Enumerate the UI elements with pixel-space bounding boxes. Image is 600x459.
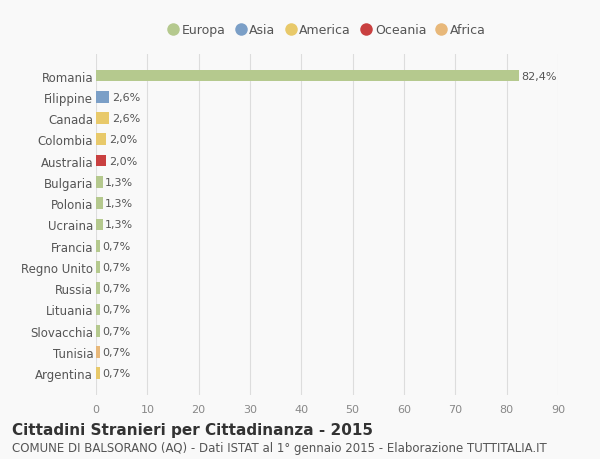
Bar: [96, 71, 519, 82]
Bar: [96, 262, 100, 273]
Text: 82,4%: 82,4%: [521, 71, 557, 81]
Text: 2,0%: 2,0%: [109, 135, 137, 145]
Bar: [96, 283, 100, 294]
Text: 2,6%: 2,6%: [112, 93, 140, 102]
Bar: [96, 241, 100, 252]
Text: COMUNE DI BALSORANO (AQ) - Dati ISTAT al 1° gennaio 2015 - Elaborazione TUTTITAL: COMUNE DI BALSORANO (AQ) - Dati ISTAT al…: [12, 441, 547, 454]
Bar: [96, 177, 103, 188]
Bar: [96, 368, 100, 379]
Bar: [96, 304, 100, 316]
Text: 2,6%: 2,6%: [112, 114, 140, 124]
Bar: [96, 198, 103, 209]
Text: 0,7%: 0,7%: [102, 305, 130, 315]
Bar: [96, 347, 100, 358]
Text: 0,7%: 0,7%: [102, 369, 130, 379]
Bar: [96, 325, 100, 337]
Text: 0,7%: 0,7%: [102, 263, 130, 272]
Bar: [96, 156, 106, 167]
Text: 2,0%: 2,0%: [109, 156, 137, 166]
Bar: [96, 219, 103, 231]
Text: 0,7%: 0,7%: [102, 347, 130, 357]
Text: 1,3%: 1,3%: [105, 199, 133, 209]
Bar: [96, 92, 109, 103]
Bar: [96, 113, 109, 125]
Legend: Europa, Asia, America, Oceania, Africa: Europa, Asia, America, Oceania, Africa: [164, 21, 490, 41]
Text: 0,7%: 0,7%: [102, 326, 130, 336]
Text: Cittadini Stranieri per Cittadinanza - 2015: Cittadini Stranieri per Cittadinanza - 2…: [12, 422, 373, 437]
Text: 0,7%: 0,7%: [102, 241, 130, 251]
Text: 1,3%: 1,3%: [105, 220, 133, 230]
Text: 1,3%: 1,3%: [105, 178, 133, 187]
Bar: [96, 134, 106, 146]
Text: 0,7%: 0,7%: [102, 284, 130, 294]
